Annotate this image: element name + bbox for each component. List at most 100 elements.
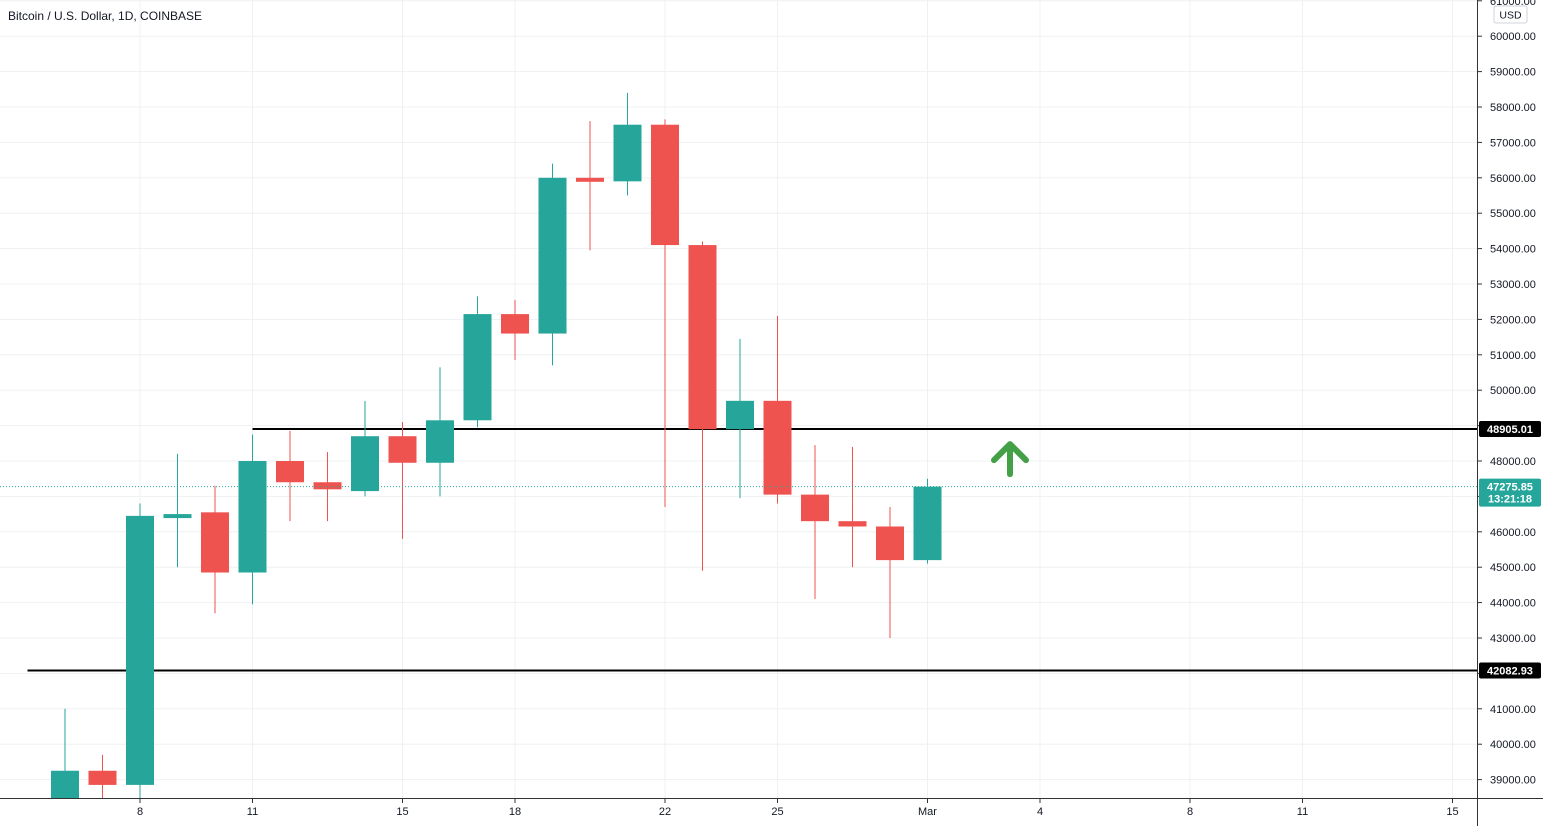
candle-body [876,526,904,561]
candle-body [201,512,229,573]
price-tick-label: 53000.00 [1490,279,1536,291]
candle-down[interactable] [88,754,117,801]
currency-button[interactable]: USD [1493,5,1528,24]
candle-down[interactable] [276,430,304,522]
price-tick-label: 52000.00 [1490,314,1536,326]
candle-body [126,515,154,785]
price-tick-label: 57000.00 [1490,137,1536,149]
level-price-tag: 42082.93 [1479,662,1541,679]
price-tick-label: 50000.00 [1490,385,1536,397]
candle-body [838,521,867,527]
level-price-tag-bg [1479,662,1541,679]
candle-body [801,494,829,522]
price-tick-label: 58000.00 [1490,102,1536,114]
candle-body [463,314,492,421]
candle-body [388,436,417,463]
candle-down[interactable] [651,119,679,508]
candles[interactable] [51,92,942,805]
time-tick-label: 25 [771,806,783,818]
time-tick-label: 11 [247,806,258,818]
candle-body [726,400,754,430]
candle-body [88,770,117,785]
horizontal-levels[interactable] [27,427,1478,672]
time-tick-label: 8 [1187,806,1193,818]
price-tick-label: 61000.00 [1490,0,1536,8]
candle-body [276,461,304,483]
price-tick-label: 51000.00 [1490,350,1536,362]
price-tick-label: 43000.00 [1490,633,1536,645]
up-arrow-icon[interactable] [991,441,1029,478]
price-tick-label: 46000.00 [1490,527,1536,539]
candle-body [51,770,79,798]
current-price-tag-countdown: 13:21:18 [1488,494,1532,506]
candle-body [426,420,454,463]
price-tick-label: 55000.00 [1490,208,1536,220]
price-tick-label: 44000.00 [1490,598,1536,610]
price-tick-label: 54000.00 [1490,244,1536,256]
up-arrow-shape [991,441,1029,478]
currency-button-label: USD [1499,10,1522,22]
candle-down[interactable] [501,299,529,361]
candle-down[interactable] [388,422,417,539]
chart-title: Bitcoin / U.S. Dollar, 1D, COINBASE [8,9,202,23]
candle-up[interactable] [126,503,154,804]
candle-body [238,461,267,573]
time-tick-label: 4 [1037,806,1043,818]
candle-body [613,124,642,182]
candle-body [913,486,942,561]
time-tick-label: Mar [918,806,937,818]
candle-body [651,124,679,246]
time-tick-label: 8 [137,806,143,818]
price-tick-label: 39000.00 [1490,775,1536,787]
price-tick-label: 60000.00 [1490,31,1536,43]
current-price-tag-value: 47275.85 [1487,482,1533,494]
candle-body [163,514,192,519]
candle-body [501,314,529,334]
candle-body [313,482,342,490]
time-tick-label: 22 [659,806,671,818]
candle-up[interactable] [613,92,642,196]
candle-down[interactable] [763,315,792,504]
currency-button-frame [1493,5,1528,24]
time-tick-label: 15 [1446,806,1458,818]
candle-down[interactable] [201,485,229,614]
level-price-tag-label: 42082.93 [1487,665,1533,677]
candle-up[interactable] [163,453,192,568]
candle-up[interactable] [726,338,754,499]
candle-down[interactable] [801,445,829,600]
candle-up[interactable] [463,296,492,428]
candle-body [576,177,604,182]
current-price-tag-bg [1479,478,1541,507]
level-price-tag-label: 48905.01 [1487,424,1533,436]
time-tick-label: 18 [509,806,521,818]
price-tick-label: 59000.00 [1490,67,1536,79]
candle-up[interactable] [238,434,267,605]
candle-down[interactable] [838,446,867,568]
candle-up[interactable] [351,400,379,497]
candle-up[interactable] [51,708,79,805]
candle-up[interactable] [538,163,567,366]
candle-body [351,436,379,492]
candle-down[interactable] [576,121,604,251]
price-tick-label: 41000.00 [1490,704,1536,716]
candle-down[interactable] [688,241,717,571]
candle-body [688,245,717,430]
price-tick-label: 40000.00 [1490,739,1536,751]
candle-body [538,177,567,334]
candle-down[interactable] [876,507,904,638]
time-tick-label: 11 [1297,806,1308,818]
candle-body [763,400,792,495]
price-tick-label: 45000.00 [1490,562,1536,574]
level-price-tag-bg [1479,420,1541,437]
annotations[interactable] [991,441,1029,478]
price-tick-label: 56000.00 [1490,173,1536,185]
candle-up[interactable] [913,478,942,564]
price-tick-label: 48000.00 [1490,456,1536,468]
level-price-tag: 48905.01 [1479,420,1541,437]
candle-up[interactable] [426,367,454,497]
time-tick-label: 15 [396,806,408,818]
